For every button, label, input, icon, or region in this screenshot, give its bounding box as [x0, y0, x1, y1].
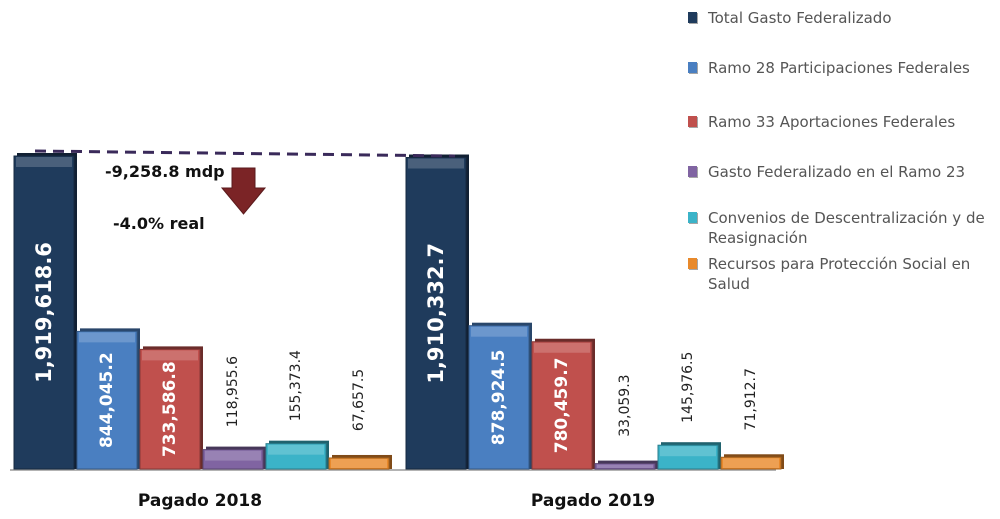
legend-item-salud: Recursos para Protección Social en Salud	[688, 254, 1000, 294]
legend-swatch-icon	[688, 258, 697, 269]
chart-legend: Total Gasto Federalizado Ramo 28 Partici…	[688, 8, 1000, 294]
data-label: 733,586.8	[160, 361, 180, 457]
legend-item-ramo23: Gasto Federalizado en el Ramo 23	[688, 162, 1000, 182]
bar	[531, 341, 593, 470]
data-label: 118,955.6	[225, 356, 241, 427]
bar-highlight	[723, 458, 779, 468]
data-label: 33,059.3	[617, 374, 633, 436]
data-label: 878,924.5	[489, 349, 509, 445]
bar-highlight	[471, 326, 527, 337]
data-label: 1,919,618.6	[32, 242, 56, 383]
legend-item-total: Total Gasto Federalizado	[688, 8, 1000, 28]
bar-highlight	[331, 458, 387, 468]
legend-label: Gasto Federalizado en el Ramo 23	[708, 163, 966, 181]
legend-label: Ramo 33 Aportaciones Federales	[708, 113, 956, 131]
comparison-dashed-line	[34, 149, 456, 158]
legend-item-ramo28: Ramo 28 Participaciones Federales	[688, 58, 1000, 78]
legend-swatch-icon	[688, 62, 697, 73]
difference-annotation: -9,258.8 mdp	[105, 162, 225, 181]
legend-label: Recursos para Protección Social en Salud	[708, 255, 971, 293]
bar-highlight	[142, 350, 198, 361]
legend-swatch-icon	[688, 166, 697, 177]
legend-item-ramo33: Ramo 33 Aportaciones Federales	[688, 112, 1000, 132]
data-label: 67,657.5	[351, 369, 367, 431]
bar	[139, 348, 201, 470]
category-label: Pagado 2018	[138, 491, 262, 511]
data-label: 71,912.7	[743, 368, 759, 430]
bar-highlight	[534, 342, 590, 353]
down-arrow-icon	[220, 167, 267, 215]
bar-highlight	[205, 450, 261, 461]
bar-highlight	[660, 446, 716, 457]
bar-highlight	[16, 157, 72, 167]
legend-swatch-icon	[688, 212, 697, 223]
bar	[468, 325, 530, 470]
data-label: 780,459.7	[552, 358, 572, 454]
legend-label: Convenios de Descentralización y de Reas…	[708, 209, 985, 247]
bar	[76, 330, 138, 470]
bar	[405, 157, 467, 470]
legend-swatch-icon	[688, 116, 697, 127]
legend-label: Total Gasto Federalizado	[708, 9, 892, 27]
bar	[13, 155, 75, 470]
legend-label: Ramo 28 Participaciones Federales	[708, 59, 970, 77]
category-label: Pagado 2019	[531, 491, 655, 511]
bar-highlight	[268, 444, 324, 455]
bar-highlight	[408, 158, 464, 169]
legend-item-convenios: Convenios de Descentralización y de Reas…	[688, 208, 1000, 248]
bar-highlight	[597, 464, 653, 468]
data-label: 145,976.5	[680, 352, 696, 423]
bar-highlight	[79, 332, 135, 343]
data-label: 844,045.2	[97, 352, 117, 448]
legend-swatch-icon	[688, 12, 697, 23]
data-label: 1,910,332.7	[424, 243, 448, 384]
real-change-annotation: -4.0% real	[113, 214, 205, 233]
data-label: 155,373.4	[288, 350, 304, 421]
